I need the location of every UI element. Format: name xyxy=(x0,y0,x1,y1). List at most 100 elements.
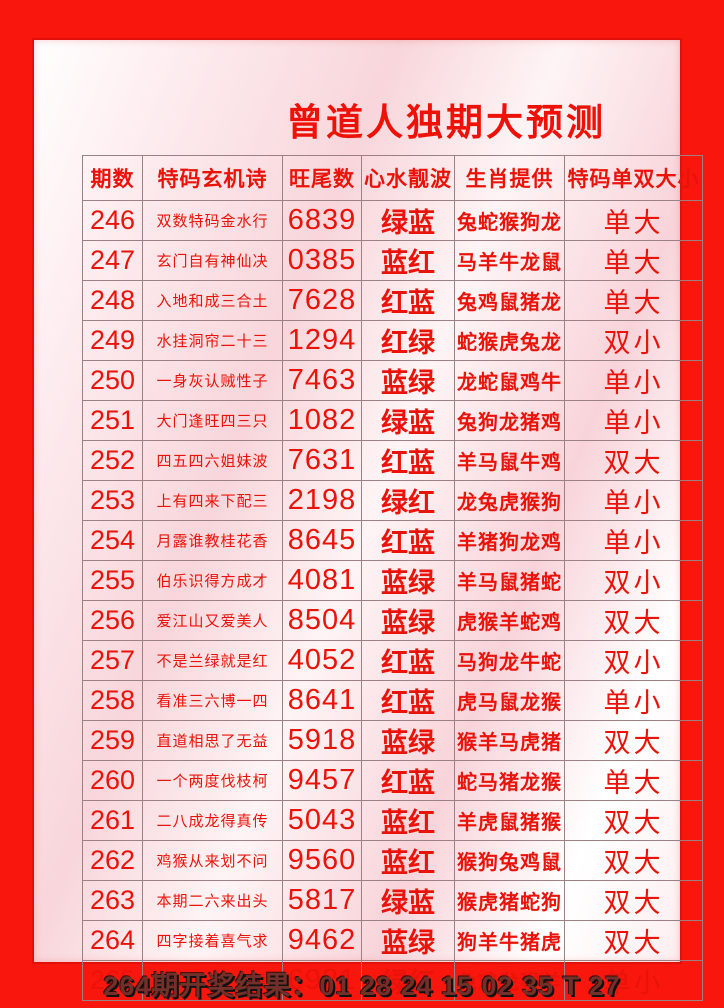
cell-period: 246 xyxy=(82,200,143,241)
cell-verdict: 单小 xyxy=(564,520,703,561)
cell-verdict: 双大 xyxy=(564,840,703,881)
table-row: 250 一身灰认贼性子 7463 蓝绿 龙蛇鼠鸡牛 单小 xyxy=(82,360,703,401)
cell-poem: 水挂洞帘二十三 xyxy=(142,320,283,361)
cell-poem: 不是兰绿就是红 xyxy=(142,640,283,681)
cell-zodiac: 狗羊牛猪虎 xyxy=(454,920,565,961)
cell-period: 249 xyxy=(82,320,143,361)
cell-verdict: 单大 xyxy=(564,760,703,801)
cell-zodiac: 羊虎鼠猪猴 xyxy=(454,800,565,841)
table-row: 254 月露谁教桂花香 8645 红蓝 羊猪狗龙鸡 单小 xyxy=(82,520,703,561)
cell-wave: 蓝绿 xyxy=(361,360,455,401)
cell-poem: 直道相思了无益 xyxy=(142,720,283,761)
cell-poem: 伯乐识得方成才 xyxy=(142,560,283,601)
cell-verdict: 双大 xyxy=(564,920,703,961)
table-row: 248 入地和成三合土 7628 红蓝 兔鸡鼠猪龙 单大 xyxy=(82,280,703,321)
prediction-table: 期数 特码玄机诗 旺尾数 心水靓波 生肖提供 特码单双大小 246 双数特码金水行 6839 绿… xyxy=(82,155,703,1001)
cell-tail: 2198 xyxy=(282,480,362,521)
cell-wave: 红蓝 xyxy=(361,680,455,721)
cell-period: 264 xyxy=(82,920,143,961)
table-row: 263 本期二六来出头 5817 绿蓝 猴虎猪蛇狗 双大 xyxy=(82,880,703,921)
cell-tail: 9560 xyxy=(282,840,362,881)
cell-poem: 四字接着喜气求 xyxy=(142,920,283,961)
cell-wave: 绿红 xyxy=(361,480,455,521)
cell-tail: 7628 xyxy=(282,280,362,321)
cell-poem: 二八成龙得真传 xyxy=(142,800,283,841)
cell-tail: 9462 xyxy=(282,920,362,961)
cell-zodiac: 兔鸡鼠猪龙 xyxy=(454,280,565,321)
cell-wave: 红蓝 xyxy=(361,520,455,561)
cell-poem: 本期二六来出头 xyxy=(142,880,283,921)
cell-period: 257 xyxy=(82,640,143,681)
cell-verdict: 双大 xyxy=(564,880,703,921)
cell-poem: 大门逢旺四三只 xyxy=(142,400,283,441)
cell-zodiac: 羊马鼠猪蛇 xyxy=(454,560,565,601)
cell-wave: 蓝绿 xyxy=(361,560,455,601)
cell-wave: 蓝红 xyxy=(361,240,455,281)
cell-verdict: 双大 xyxy=(564,440,703,481)
cell-tail: 8504 xyxy=(282,600,362,641)
table-row: 255 伯乐识得方成才 4081 蓝绿 羊马鼠猪蛇 双小 xyxy=(82,560,703,601)
cell-wave: 蓝绿 xyxy=(361,600,455,641)
cell-zodiac: 虎猴羊蛇鸡 xyxy=(454,600,565,641)
column-header-wave: 心水靓波 xyxy=(361,155,455,201)
table-row: 265 一名功成千古垂 6921 绿红 兔鸡龙猴羊 单小 xyxy=(82,960,703,1001)
cell-tail: 5817 xyxy=(282,880,362,921)
table-row: 261 二八成龙得真传 5043 蓝红 羊虎鼠猪猴 双大 xyxy=(82,800,703,841)
cell-period: 265 xyxy=(82,960,143,1001)
cell-period: 250 xyxy=(82,360,143,401)
cell-period: 255 xyxy=(82,560,143,601)
table-row: 257 不是兰绿就是红 4052 红蓝 马狗龙牛蛇 双小 xyxy=(82,640,703,681)
table-row: 264 四字接着喜气求 9462 蓝绿 狗羊牛猪虎 双大 xyxy=(82,920,703,961)
cell-verdict: 单小 xyxy=(564,400,703,441)
cell-tail: 5918 xyxy=(282,720,362,761)
cell-verdict: 双大 xyxy=(564,720,703,761)
cell-verdict: 单大 xyxy=(564,280,703,321)
table-row: 262 鸡猴从来划不问 9560 蓝红 猴狗兔鸡鼠 双大 xyxy=(82,840,703,881)
cell-verdict: 单大 xyxy=(564,200,703,241)
cell-period: 247 xyxy=(82,240,143,281)
cell-poem: 双数特码金水行 xyxy=(142,200,283,241)
cell-tail: 4081 xyxy=(282,560,362,601)
table-row: 253 上有四来下配三 2198 绿红 龙兔虎猴狗 单小 xyxy=(82,480,703,521)
cell-zodiac: 蛇马猪龙猴 xyxy=(454,760,565,801)
cell-wave: 蓝红 xyxy=(361,840,455,881)
cell-zodiac: 猴羊马虎猪 xyxy=(454,720,565,761)
cell-zodiac: 羊猪狗龙鸡 xyxy=(454,520,565,561)
cell-verdict: 单大 xyxy=(564,240,703,281)
cell-poem: 上有四来下配三 xyxy=(142,480,283,521)
cell-verdict: 单小 xyxy=(564,360,703,401)
cell-poem: 看准三六博一四 xyxy=(142,680,283,721)
cell-tail: 7463 xyxy=(282,360,362,401)
cell-zodiac: 兔鸡龙猴羊 xyxy=(454,960,565,1001)
cell-period: 262 xyxy=(82,840,143,881)
cell-verdict: 单小 xyxy=(564,480,703,521)
table-row: 252 四五四六姐妹波 7631 红蓝 羊马鼠牛鸡 双大 xyxy=(82,440,703,481)
cell-verdict: 双小 xyxy=(564,560,703,601)
cell-zodiac: 猴狗兔鸡鼠 xyxy=(454,840,565,881)
cell-wave: 蓝红 xyxy=(361,800,455,841)
cell-period: 252 xyxy=(82,440,143,481)
cell-zodiac: 兔狗龙猪鸡 xyxy=(454,400,565,441)
page-title: 曾道人独期大预测 xyxy=(286,102,606,143)
column-header-period: 期数 xyxy=(82,155,143,201)
cell-zodiac: 羊马鼠牛鸡 xyxy=(454,440,565,481)
cell-tail: 1294 xyxy=(282,320,362,361)
header-row: 期数 特码玄机诗 旺尾数 心水靓波 生肖提供 特码单双大小 xyxy=(82,155,703,201)
cell-tail: 5043 xyxy=(282,800,362,841)
cell-verdict: 双大 xyxy=(564,600,703,641)
cell-zodiac: 龙蛇鼠鸡牛 xyxy=(454,360,565,401)
cell-wave: 红蓝 xyxy=(361,760,455,801)
cell-tail: 6839 xyxy=(282,200,362,241)
cell-poem: 爱江山又爱美人 xyxy=(142,600,283,641)
cell-tail: 0385 xyxy=(282,240,362,281)
cell-zodiac: 马狗龙牛蛇 xyxy=(454,640,565,681)
cell-verdict: 双小 xyxy=(564,320,703,361)
cell-verdict: 双大 xyxy=(564,800,703,841)
column-header-verdict: 特码单双大小 xyxy=(564,155,703,201)
cell-period: 260 xyxy=(82,760,143,801)
column-header-zodiac: 生肖提供 xyxy=(454,155,565,201)
cell-verdict: 单小 xyxy=(564,960,703,1001)
cell-poem: 鸡猴从来划不问 xyxy=(142,840,283,881)
cell-poem: 一身灰认贼性子 xyxy=(142,360,283,401)
cell-verdict: 双小 xyxy=(564,640,703,681)
